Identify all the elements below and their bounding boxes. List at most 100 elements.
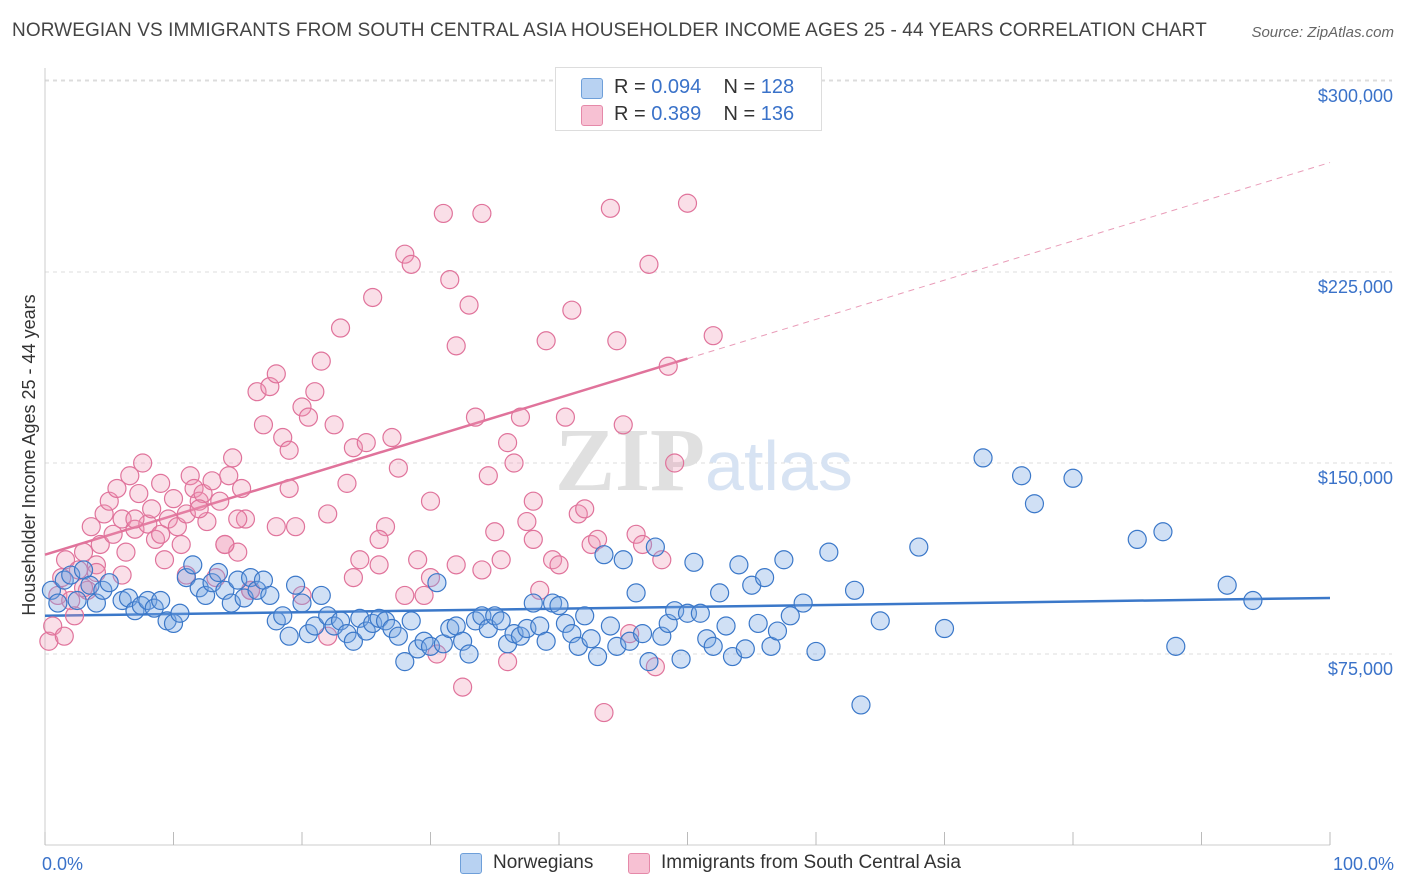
point-norwegians: [600, 616, 621, 636]
point-immigrants: [81, 517, 101, 537]
grid-lines: [45, 79, 1392, 655]
point-norwegians: [587, 646, 608, 667]
point-immigrants: [343, 438, 363, 458]
point-norwegians: [93, 580, 113, 600]
point-immigrants: [414, 585, 434, 606]
trend-line-norwegians: [44, 596, 1331, 618]
point-immigrants: [420, 491, 441, 511]
point-norwegians: [671, 649, 691, 669]
point-norwegians: [703, 636, 723, 656]
point-immigrants: [232, 478, 252, 499]
chart-source: Source: ZipAtlas.com: [1251, 24, 1394, 41]
point-immigrants: [626, 524, 646, 544]
point-immigrants: [228, 509, 248, 529]
legend-swatch-blue: [581, 78, 603, 99]
point-immigrants: [427, 644, 447, 664]
point-norwegians: [279, 626, 299, 646]
point-immigrants: [401, 254, 421, 274]
correlation-legend: R = 0.094 N = 128 R = 0.389 N = 136: [555, 67, 822, 131]
point-norwegians: [170, 603, 190, 623]
point-immigrants: [369, 529, 389, 550]
point-norwegians: [61, 565, 81, 585]
point-immigrants: [408, 550, 428, 570]
point-norwegians: [80, 575, 100, 595]
point-immigrants: [86, 555, 107, 575]
trend-line-immigrants-dashed: [687, 162, 1331, 360]
point-norwegians: [934, 618, 955, 639]
watermark: ZIPatlas: [555, 411, 853, 510]
point-immigrants: [485, 522, 505, 542]
n-label: N =: [723, 103, 756, 125]
point-immigrants: [658, 356, 678, 376]
point-immigrants: [64, 606, 85, 626]
point-norwegians: [748, 613, 768, 634]
point-immigrants: [305, 382, 325, 402]
point-norwegians: [221, 593, 241, 613]
point-norwegians: [613, 550, 633, 570]
point-immigrants: [318, 504, 338, 524]
point-norwegians: [639, 652, 659, 672]
point-norwegians: [1024, 494, 1045, 514]
point-norwegians: [292, 593, 312, 613]
point-immigrants: [292, 397, 312, 417]
point-immigrants: [607, 331, 627, 351]
point-immigrants: [665, 453, 685, 473]
point-immigrants: [151, 473, 171, 493]
point-immigrants: [568, 504, 588, 524]
point-norwegians: [208, 562, 229, 583]
point-immigrants: [459, 295, 479, 315]
point-norwegians: [382, 618, 402, 639]
r-label: R =: [614, 76, 646, 98]
point-norwegians: [1127, 529, 1147, 550]
point-norwegians: [774, 550, 794, 570]
point-norwegians: [575, 606, 595, 626]
point-immigrants: [223, 448, 243, 468]
point-norwegians: [67, 590, 87, 611]
point-norwegians: [414, 631, 434, 651]
point-immigrants: [94, 504, 114, 524]
point-norwegians: [555, 613, 576, 634]
point-immigrants: [542, 550, 563, 570]
point-immigrants: [125, 519, 145, 539]
point-immigrants: [337, 473, 357, 493]
point-immigrants: [292, 585, 312, 606]
point-immigrants: [363, 287, 383, 308]
point-norwegians: [780, 606, 800, 626]
point-norwegians: [375, 611, 396, 631]
point-immigrants: [523, 529, 543, 550]
point-norwegians: [401, 611, 421, 631]
point-norwegians: [318, 606, 338, 626]
point-norwegians: [388, 626, 408, 646]
point-norwegians: [485, 606, 505, 626]
point-immigrants: [613, 415, 633, 435]
point-norwegians: [510, 626, 531, 646]
point-norwegians: [266, 611, 286, 631]
point-norwegians: [48, 593, 68, 613]
point-immigrants: [163, 489, 184, 509]
point-immigrants: [133, 453, 153, 473]
point-immigrants: [395, 244, 415, 264]
point-norwegians: [1063, 468, 1083, 488]
point-immigrants: [420, 567, 441, 588]
point-norwegians: [459, 644, 479, 664]
point-norwegians: [819, 542, 839, 562]
point-immigrants: [154, 550, 175, 570]
point-norwegians: [305, 616, 325, 636]
point-norwegians: [645, 537, 665, 557]
point-norwegians: [523, 593, 543, 613]
n-value: 128: [760, 76, 795, 98]
point-norwegians: [793, 593, 813, 613]
point-immigrants: [356, 433, 376, 453]
point-norwegians: [491, 611, 511, 631]
point-immigrants: [440, 270, 460, 290]
point-norwegians: [1217, 575, 1237, 595]
point-norwegians: [247, 580, 267, 600]
y-tick-label: $150,000: [1318, 468, 1393, 488]
point-immigrants: [298, 407, 319, 427]
point-norwegians: [710, 583, 730, 603]
point-immigrants: [453, 677, 473, 697]
x-tick-label-right: 100.0%: [1333, 854, 1394, 874]
trend-line-immigrants: [44, 357, 688, 556]
point-immigrants: [138, 514, 158, 534]
point-norwegians: [754, 567, 775, 588]
